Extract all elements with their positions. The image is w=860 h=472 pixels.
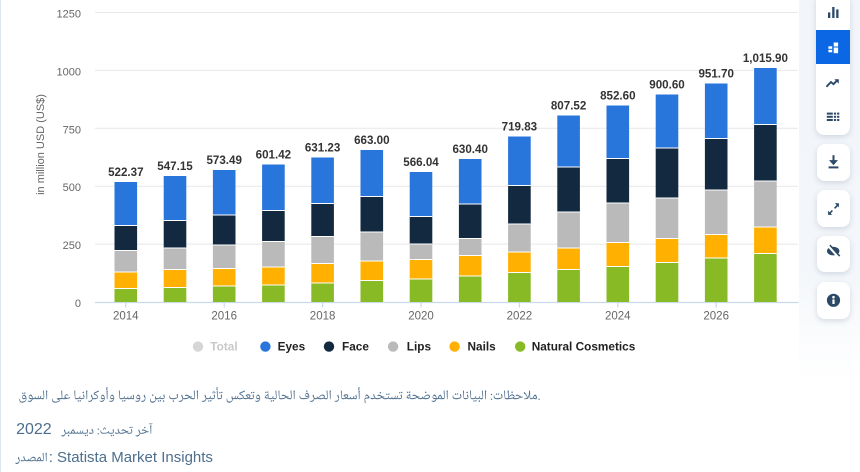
svg-text:631.23: 631.23 <box>305 142 341 155</box>
svg-text:1250: 1250 <box>57 9 81 21</box>
svg-text:663.00: 663.00 <box>354 134 389 147</box>
svg-text:750: 750 <box>63 124 81 136</box>
svg-text:522.37: 522.37 <box>108 166 143 179</box>
svg-text:Nails: Nails <box>468 340 497 354</box>
svg-text:Eyes: Eyes <box>278 340 306 354</box>
svg-text:0: 0 <box>75 298 81 310</box>
svg-text:2022: 2022 <box>16 421 52 438</box>
svg-text:in million USD (US$): in million USD (US$) <box>35 94 47 195</box>
svg-text:573.49: 573.49 <box>206 154 242 167</box>
svg-text:900.60: 900.60 <box>649 79 684 92</box>
svg-text:1000: 1000 <box>57 66 81 78</box>
svg-text:2024: 2024 <box>605 311 631 323</box>
svg-text:719.83: 719.83 <box>502 121 538 134</box>
svg-text:Face: Face <box>342 340 369 354</box>
svg-text:601.42: 601.42 <box>256 149 291 162</box>
svg-text:Total: Total <box>210 340 237 354</box>
svg-text:566.04: 566.04 <box>403 156 439 169</box>
svg-text:852.60: 852.60 <box>600 90 635 103</box>
svg-text:2020: 2020 <box>408 311 434 323</box>
svg-text:Lips: Lips <box>407 340 432 354</box>
svg-text:2018: 2018 <box>310 311 336 323</box>
svg-text:547.15: 547.15 <box>157 160 193 173</box>
svg-text:2014: 2014 <box>113 311 139 323</box>
svg-text:250: 250 <box>63 240 81 252</box>
svg-text:2026: 2026 <box>703 311 729 323</box>
svg-text:630.40: 630.40 <box>452 143 487 156</box>
svg-text:1,015.90: 1,015.90 <box>743 52 788 65</box>
svg-text:Natural Cosmetics: Natural Cosmetics <box>532 340 636 354</box>
svg-text:2022: 2022 <box>507 311 533 323</box>
svg-text:951.70: 951.70 <box>698 68 733 81</box>
svg-text:807.52: 807.52 <box>551 100 586 113</box>
svg-text:: Statista Market Insights: : Statista Market Insights <box>49 449 213 466</box>
svg-text:2016: 2016 <box>211 311 237 323</box>
svg-text:500: 500 <box>63 182 81 194</box>
